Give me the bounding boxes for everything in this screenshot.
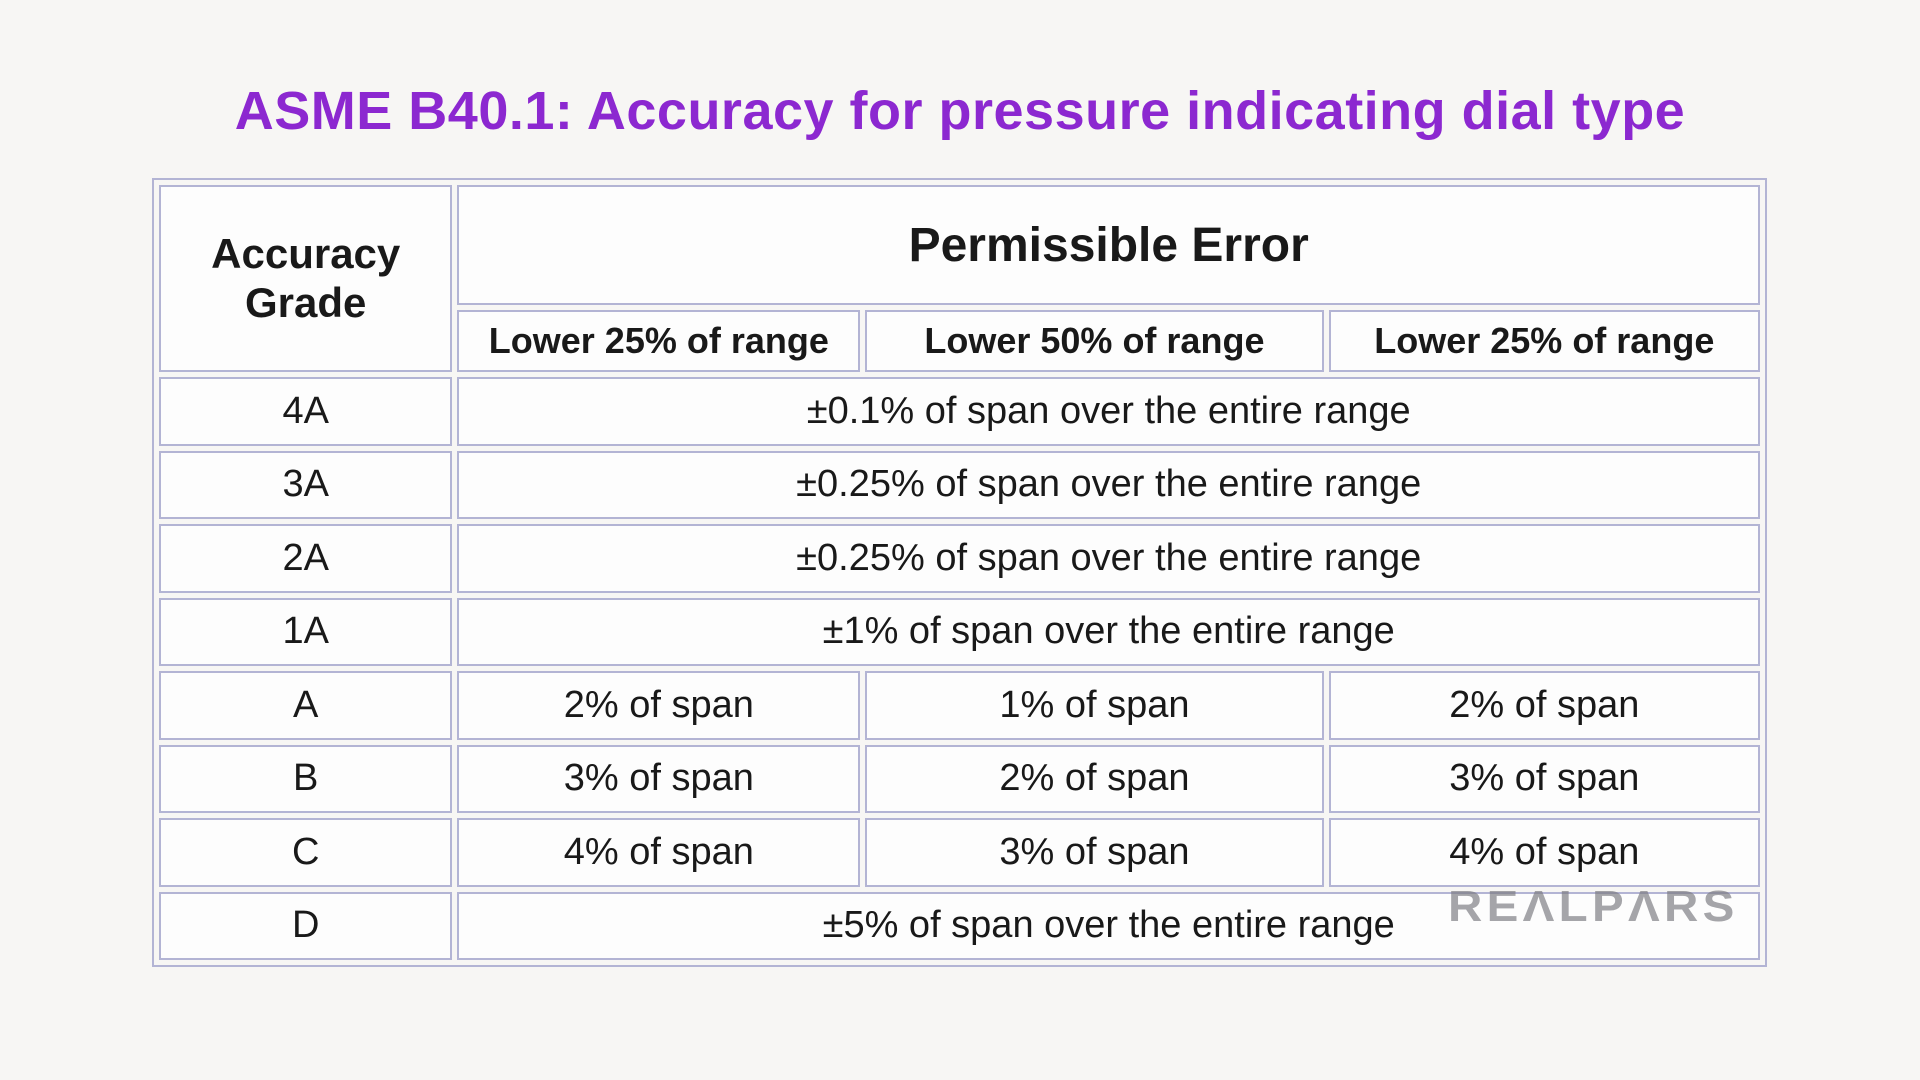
table-row-2a: 2A ±0.25% of span over the entire range [159, 524, 1760, 593]
error-cell: 3% of span [1328, 744, 1760, 813]
realpars-logo-watermark: REΛLPΛRS [1448, 882, 1739, 931]
table-row-1a: 1A ±1% of span over the entire range [159, 597, 1760, 666]
error-cell-span-all: ±1% of span over the entire range [457, 597, 1760, 666]
grade-cell: C [159, 818, 453, 887]
page-title: ASME B40.1: Accuracy for pressure indica… [234, 81, 1686, 141]
grade-cell: 3A [159, 450, 453, 519]
error-cell: 4% of span [1328, 818, 1760, 887]
error-cell: 2% of span [457, 671, 861, 740]
error-cell-span-all: ±0.25% of span over the entire range [457, 524, 1760, 593]
error-cell-span-all: ±0.25% of span over the entire range [457, 450, 1760, 519]
grade-cell: B [159, 744, 453, 813]
table-row-3a: 3A ±0.25% of span over the entire range [159, 450, 1760, 519]
table-row-b: B 3% of span 2% of span 3% of span [159, 744, 1760, 813]
error-cell: 1% of span [865, 671, 1324, 740]
subheader-lower-25-left: Lower 25% of range [457, 310, 861, 372]
corner-header-accuracy-grade: Accuracy Grade [159, 185, 453, 372]
table-row-d: D ±5% of span over the entire range [159, 891, 1760, 960]
subheader-lower-25-right: Lower 25% of range [1328, 310, 1760, 372]
error-cell: 2% of span [1328, 671, 1760, 740]
error-cell: 2% of span [865, 744, 1324, 813]
error-cell-span-all: ±5% of span over the entire range [457, 891, 1760, 960]
table-row-4a: 4A ±0.1% of span over the entire range [159, 377, 1760, 446]
grade-cell: 4A [159, 377, 453, 446]
grade-cell: 1A [159, 597, 453, 666]
grade-cell: A [159, 671, 453, 740]
group-header-permissible-error: Permissible Error [457, 185, 1760, 305]
error-cell: 3% of span [865, 818, 1324, 887]
error-cell: 3% of span [457, 744, 861, 813]
table-row-a: A 2% of span 1% of span 2% of span [159, 671, 1760, 740]
error-cell: 4% of span [457, 818, 861, 887]
subheader-lower-50: Lower 50% of range [865, 310, 1324, 372]
table-row-c: C 4% of span 3% of span 4% of span [159, 818, 1760, 887]
table-subheader-row: Lower 25% of range Lower 50% of range Lo… [159, 310, 1760, 372]
grade-cell: D [159, 891, 453, 960]
table-header-row: Accuracy Grade Permissible Error [159, 185, 1760, 372]
grade-cell: 2A [159, 524, 453, 593]
error-cell-span-all: ±0.1% of span over the entire range [457, 377, 1760, 446]
accuracy-grade-table: Accuracy Grade Permissible Error Lower 2… [152, 178, 1767, 967]
